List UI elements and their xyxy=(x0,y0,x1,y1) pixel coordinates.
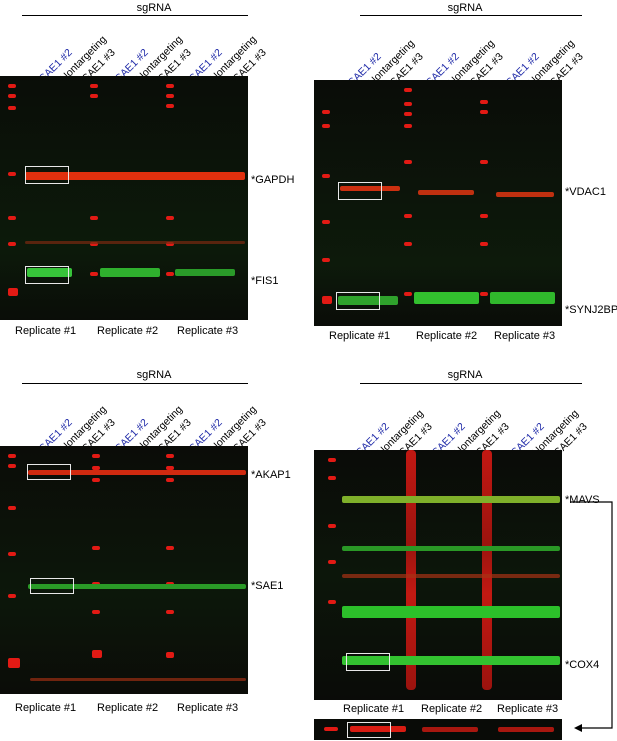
marker-cox4: *COX4 xyxy=(565,659,600,671)
western-blot-image xyxy=(314,450,562,700)
marker-fis1: *FIS1 xyxy=(251,275,279,287)
replicate-label: Replicate #1 xyxy=(329,330,391,342)
marker-akap1: *AKAP1 xyxy=(251,469,291,481)
replicate-label: Replicate #2 xyxy=(97,702,159,714)
sgrna-rule xyxy=(22,383,248,384)
sgrna-label: sgRNA xyxy=(136,2,172,14)
replicate-label: Replicate #1 xyxy=(15,702,77,714)
replicate-label: Replicate #1 xyxy=(343,703,405,715)
replicate-label: Replicate #2 xyxy=(421,703,483,715)
sgrna-label: sgRNA xyxy=(447,2,483,14)
sgrna-rule xyxy=(360,383,582,384)
replicate-label: Replicate #3 xyxy=(497,703,559,715)
western-blot-image xyxy=(0,76,248,320)
sgrna-label: sgRNA xyxy=(136,369,172,381)
sgrna-rule xyxy=(22,15,248,16)
connector-arrow xyxy=(570,501,613,732)
replicate-label: Replicate #1 xyxy=(15,325,77,337)
replicate-label: Replicate #3 xyxy=(494,330,556,342)
western-blot-image xyxy=(314,80,562,326)
marker-mavs: *MAVS xyxy=(565,494,600,506)
western-blot-image xyxy=(0,446,248,694)
replicate-label: Replicate #2 xyxy=(97,325,159,337)
replicate-label: Replicate #3 xyxy=(177,325,239,337)
western-blot-strip xyxy=(314,719,562,740)
marker-gapdh: *GAPDH xyxy=(251,174,295,186)
replicate-label: Replicate #3 xyxy=(177,702,239,714)
sgrna-label: sgRNA xyxy=(447,369,483,381)
marker-vdac1: *VDAC1 xyxy=(565,186,606,198)
marker-synj2bp: *SYNJ2BP xyxy=(565,304,617,316)
sgrna-rule xyxy=(360,15,582,16)
replicate-label: Replicate #2 xyxy=(416,330,478,342)
marker-sae1: *SAE1 xyxy=(251,580,284,592)
